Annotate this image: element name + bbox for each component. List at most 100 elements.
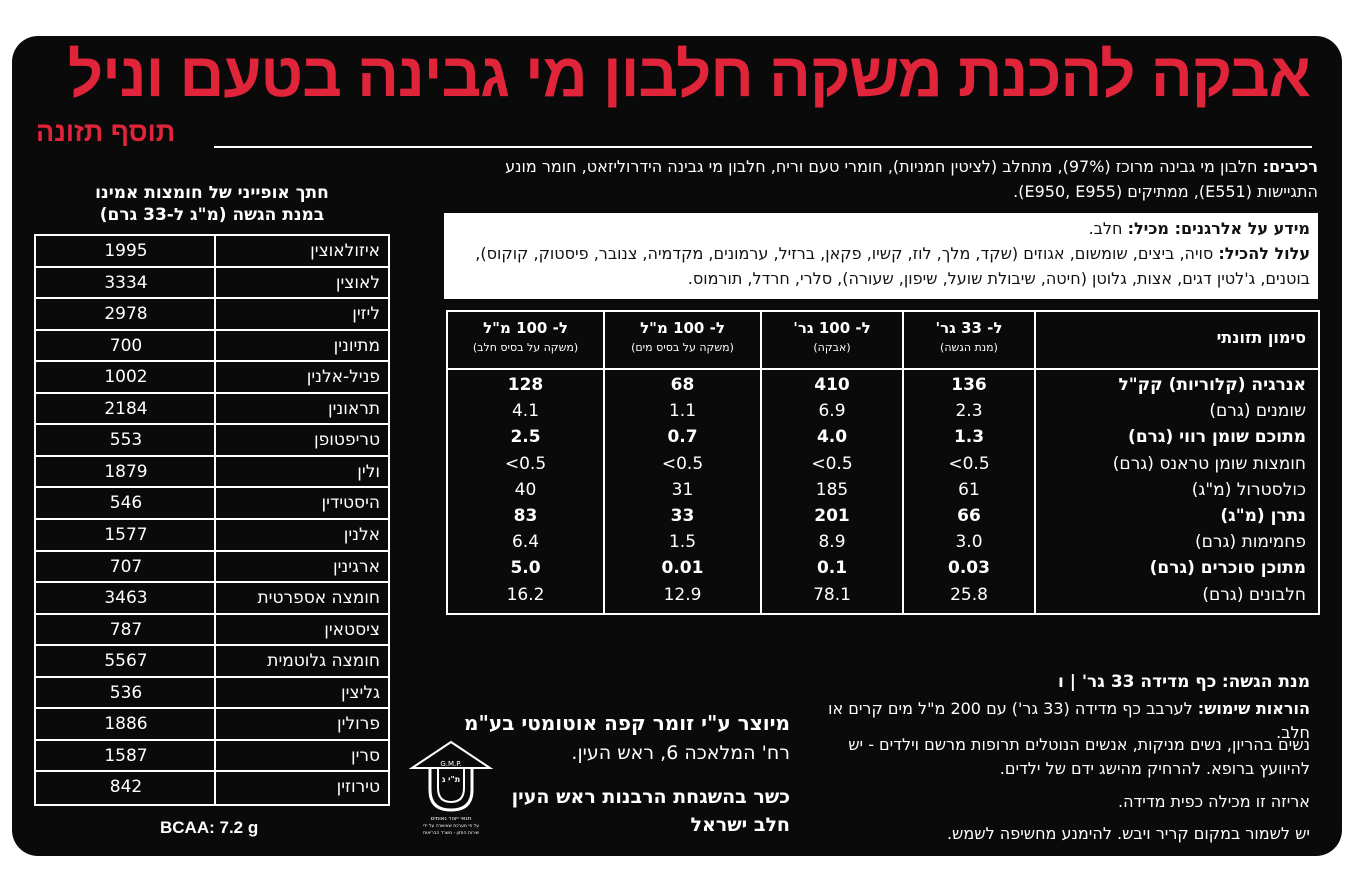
amino-name: טריפטופן — [214, 425, 388, 455]
nutrition-value: 0.7 — [667, 427, 698, 448]
allergen-contains-label: מידע על אלרגנים: מכיל: — [1127, 219, 1310, 238]
nutrition-row-label: מתוכן סוכרים (גרם) — [1149, 558, 1306, 579]
manufacturer-address: רח' המלאכה 6, ראש העין. — [571, 742, 790, 764]
nutrition-value: <0.5 — [661, 453, 704, 474]
nutrition-value: 5.0 — [510, 558, 541, 579]
ingredients: רכיבים: חלבון מי גבינה מרוכז (97%), מתחל… — [440, 154, 1318, 204]
amino-row: טריפטופן 553 — [36, 425, 388, 457]
package-note: אריזה זו מכילה כפית מדידה. — [1118, 792, 1310, 811]
nutrition-value: <0.5 — [504, 453, 547, 474]
amino-name: ליזין — [214, 299, 388, 329]
nutrition-value: 1.5 — [668, 532, 697, 553]
nutrition-row-label: חומצות שומן טראנס (גרם) — [1112, 453, 1306, 474]
amino-row: חומצה גלוטמית 5567 — [36, 646, 388, 678]
nutrition-value: 1.1 — [668, 401, 697, 422]
amino-row: ארגינין 707 — [36, 551, 388, 584]
title-divider — [214, 146, 1312, 148]
warning-text: נשים בהריון, נשים מניקות, אנשים הנוטלים … — [848, 735, 1310, 778]
nutrition-value: 128 — [507, 375, 544, 395]
amino-name: פרולין — [214, 709, 388, 739]
gmp-caption1: תנאי ייצור נאותים — [431, 816, 472, 822]
amino-name: חומצה גלוטמית — [214, 646, 388, 676]
nutrition-value: 61 — [958, 479, 980, 500]
nutrition-col-header-100g: ל- 100 גר' (אבקה) — [760, 312, 902, 368]
nutrition-row-label: נתרן (מ"ג) — [1220, 506, 1306, 526]
nutrition-value: 16.2 — [506, 584, 545, 605]
product-subtitle: תוסף תזונה — [36, 117, 176, 147]
nutrition-value: 31 — [671, 479, 694, 500]
amino-row: היסטידין 546 — [36, 488, 388, 520]
nutrition-row-label: שומנים (גרם) — [1209, 401, 1306, 422]
amino-row: חומצה אספרטית 3463 — [36, 583, 388, 615]
nutrition-table: ל- 100 מ"ל (משקה על בסיס חלב) ל- 100 מ"ל… — [446, 310, 1320, 615]
allergen-contains-value: חלב. — [1088, 219, 1123, 238]
nutrition-col-title: ל- 100 מ"ל — [640, 319, 725, 337]
nutrition-value: 6.4 — [511, 532, 540, 553]
amino-row: מתיונין 700 — [36, 330, 388, 363]
amino-name: היסטידין — [214, 488, 388, 518]
amino-value: 1879 — [104, 461, 148, 482]
nutrition-col-sub: (משקה על בסיס מים) — [631, 341, 734, 354]
nutrition-row-label: אנרגיה (קלוריות) קק"ל — [1118, 375, 1306, 395]
nutrition-value: <0.5 — [948, 453, 990, 474]
amino-row: ולין 1879 — [36, 456, 388, 489]
amino-value: 707 — [109, 556, 143, 577]
nutrition-row-label: מתוכם שומן רווי (גרם) — [1128, 427, 1306, 448]
amino-value: 5567 — [104, 651, 148, 672]
nutrition-col-sub: (אבקה) — [813, 341, 851, 354]
amino-row: פרולין 1886 — [36, 709, 388, 741]
nutrition-row-label: כולסטרול (מ"ג) — [1191, 479, 1306, 500]
amino-value: 3463 — [104, 588, 148, 609]
amino-title: חתך אופייני של חומצות אמינו במנת הגשה (מ… — [34, 182, 390, 226]
nutrition-col-header-serving: ל- 33 גר' (מנת הגשה) — [902, 312, 1034, 368]
amino-value: 536 — [109, 682, 143, 703]
directions-label: הוראות שימוש: — [1197, 699, 1310, 718]
amino-name: פניל-אלנין — [214, 362, 388, 392]
manufacturer-name: מיוצר ע"י זומר קפה אוטומטי בע"מ — [463, 711, 790, 735]
nutrition-col-title: ל- 100 מ"ל — [483, 319, 568, 337]
directions: הוראות שימוש: לערבב כף מדידה (33 גר') עם… — [800, 697, 1310, 745]
amino-row: טירוזין 842 — [36, 772, 388, 804]
amino-row: איזולאוצין 1995 — [36, 236, 388, 268]
amino-row: פניל-אלנין 1002 — [36, 362, 388, 394]
serving-value: כף מדידה 33 גר' | ו — [1057, 672, 1217, 692]
amino-row: ציסטאין 787 — [36, 614, 388, 647]
ingredients-text: חלבון מי גבינה מרוכז (97%), מתחלב (לציטי… — [505, 157, 1318, 201]
amino-value: 1995 — [104, 241, 148, 261]
nutrition-value: 4.1 — [511, 401, 540, 422]
gmp-mid-text: ת"י ג — [442, 775, 460, 784]
amino-value: 842 — [109, 777, 143, 798]
nutrition-value: 136 — [951, 375, 987, 395]
gmp-caption3: שירות המזון - משרד הבריאות — [423, 831, 479, 836]
amino-row: גליצין 536 — [36, 677, 388, 710]
nutrition-value: 33 — [670, 506, 695, 526]
nutrition-value: 0.03 — [948, 558, 990, 579]
nutrition-value: 201 — [814, 506, 850, 526]
amino-title-line1: חתך אופייני של חומצות אמינו — [95, 183, 329, 203]
amino-value: 3334 — [104, 272, 148, 293]
amino-value: 546 — [109, 493, 143, 514]
gmp-caption2: על פי מערכת שאושרה על ידי — [423, 824, 479, 829]
nutrition-value: 78.1 — [813, 584, 851, 605]
amino-name: אלנין — [214, 520, 388, 550]
serving-label: מנת הגשה: — [1221, 672, 1310, 692]
amino-row: תראונין 2184 — [36, 393, 388, 426]
amino-name: חומצה אספרטית — [214, 583, 388, 613]
amino-value: 1587 — [104, 745, 148, 766]
nutrition-col-milk: 128 4.1 2.5 <0.5 40 83 6.4 5.0 16.2 — [448, 368, 603, 613]
amino-value: 1002 — [104, 367, 148, 388]
allergen-box: מידע על אלרגנים: מכיל: חלב. עלול להכיל: … — [444, 213, 1318, 299]
nutrition-value: 0.01 — [661, 558, 704, 579]
nutrition-col-labels: אנרגיה (קלוריות) קק"ל שומנים (גרם) מתוכם ש… — [1034, 368, 1318, 613]
serving-size: מנת הגשה: כף מדידה 33 גר' | ו — [800, 670, 1310, 694]
nutrition-value: 66 — [957, 506, 981, 526]
amino-name: סרין — [214, 740, 388, 771]
amino-table: איזולאוצין 1995 לאוצין 3334 ליזין 2978 מתיונין… — [34, 234, 390, 806]
gmp-seal-icon: G.M.P. ת"י ג תנאי ייצור נאותים על פי מער… — [408, 740, 494, 836]
nutrition-row-label: פחמימות (גרם) — [1195, 532, 1306, 553]
nutrition-col-water: 68 1.1 0.7 <0.5 31 33 1.5 0.01 12.9 — [603, 368, 760, 613]
nutrition-value: 0.1 — [816, 558, 848, 579]
bcaa-total: BCAA: 7.2 g — [160, 818, 259, 837]
amino-name: תראונין — [214, 393, 388, 424]
nutrition-row-label: חלבונים (גרם) — [1202, 584, 1306, 605]
